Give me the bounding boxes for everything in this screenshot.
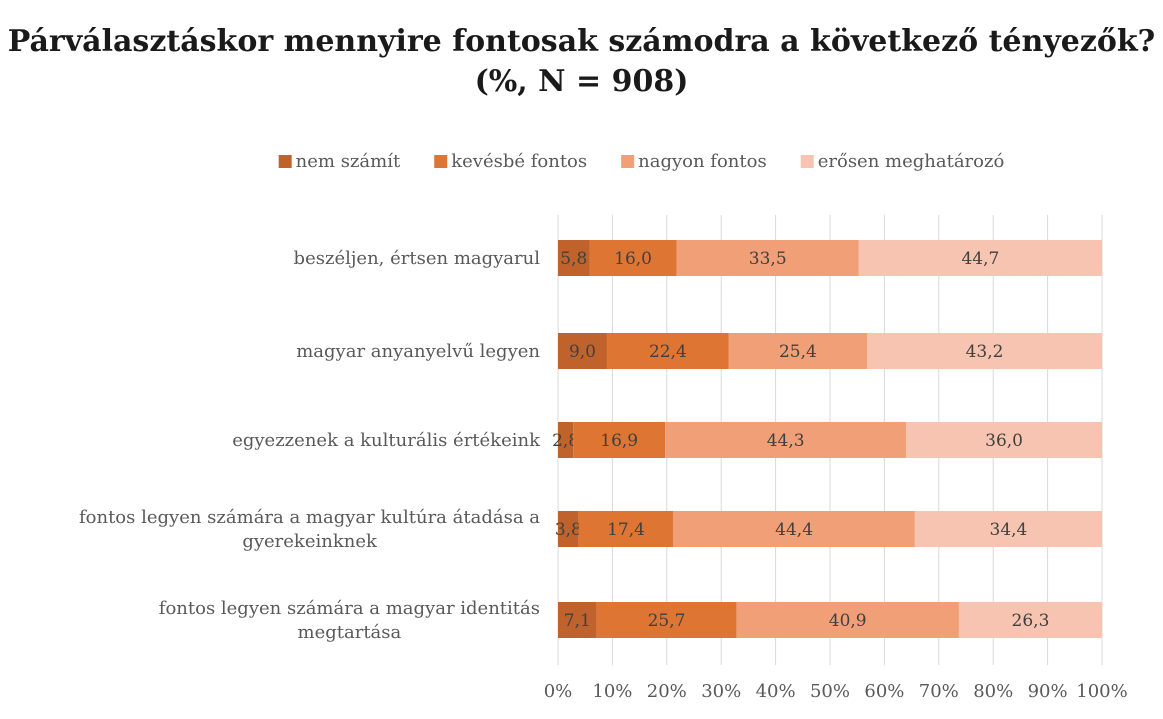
legend-label: erősen meghatározó xyxy=(818,151,1005,172)
bar-segment xyxy=(589,240,677,276)
bar-segment xyxy=(578,511,674,547)
data-label: 33,5 xyxy=(749,249,787,269)
x-tick-label: 100% xyxy=(1076,681,1127,702)
x-tick-label: 70% xyxy=(919,681,959,702)
data-label: 25,4 xyxy=(779,342,817,362)
x-tick-label: 80% xyxy=(973,681,1013,702)
category-label: megtartása xyxy=(298,622,402,643)
legend-swatch xyxy=(800,155,814,168)
bar-segment xyxy=(665,422,907,458)
data-label: 16,9 xyxy=(600,431,638,451)
bar-segment xyxy=(958,602,1102,638)
legend-swatch xyxy=(621,155,635,168)
data-label: 44,7 xyxy=(961,249,999,269)
x-tick-label: 40% xyxy=(756,681,796,702)
category-label: beszéljen, értsen magyarul xyxy=(294,248,541,269)
data-label: 44,3 xyxy=(767,431,805,451)
data-label: 16,0 xyxy=(614,249,652,269)
legend-item: erősen meghatározó xyxy=(800,151,1005,172)
legend-swatch xyxy=(278,155,292,168)
data-label: 34,4 xyxy=(990,520,1028,540)
category-label: fontos legyen számára a magyar identitás xyxy=(159,598,540,619)
data-label: 7,1 xyxy=(564,611,591,631)
legend-item: kevésbé fontos xyxy=(434,151,587,172)
chart-subtitle: (%, N = 908) xyxy=(474,64,689,99)
category-label: egyezzenek a kulturális értékeink xyxy=(232,430,541,451)
bar-segment xyxy=(858,240,1102,276)
legend-item: nagyon fontos xyxy=(621,151,767,172)
data-label: 26,3 xyxy=(1012,611,1050,631)
data-label: 36,0 xyxy=(985,431,1023,451)
bar-segment xyxy=(606,333,729,369)
category-label: gyerekeinknek xyxy=(242,531,378,552)
x-tick-label: 10% xyxy=(592,681,632,702)
bar-segment xyxy=(558,511,579,547)
x-tick-label: 20% xyxy=(647,681,687,702)
x-tick-label: 90% xyxy=(1028,681,1068,702)
bar-segment xyxy=(558,240,590,276)
bar-segment xyxy=(736,602,959,638)
bar-segment xyxy=(596,602,737,638)
data-label: 2,8 xyxy=(552,431,579,451)
bar-segment xyxy=(906,422,1102,458)
data-label: 25,7 xyxy=(648,611,686,631)
data-label: 22,4 xyxy=(649,342,687,362)
x-tick-label: 30% xyxy=(701,681,741,702)
bar-segment xyxy=(866,333,1102,369)
data-label: 43,2 xyxy=(966,342,1004,362)
legend-label: nagyon fontos xyxy=(638,151,767,172)
bar-segment xyxy=(558,602,597,638)
bar-segment xyxy=(558,422,574,458)
category-label: magyar anyanyelvű legyen xyxy=(296,341,540,362)
bar-segment xyxy=(558,333,607,369)
chart-title: Párválasztáskor mennyire fontosak számod… xyxy=(7,24,1156,59)
bar-segment xyxy=(914,511,1102,547)
bar-segment xyxy=(573,422,666,458)
x-tick-label: 50% xyxy=(810,681,850,702)
data-label: 17,4 xyxy=(607,520,645,540)
bar-segment xyxy=(673,511,915,547)
legend-swatch xyxy=(434,155,448,168)
data-label: 40,9 xyxy=(829,611,867,631)
category-label: fontos legyen számára a magyar kultúra á… xyxy=(79,507,540,528)
data-label: 9,0 xyxy=(569,342,596,362)
legend-label: nem számít xyxy=(296,151,401,172)
x-tick-label: 0% xyxy=(544,681,573,702)
x-tick-label: 60% xyxy=(864,681,904,702)
legend-item: nem számít xyxy=(278,151,401,172)
data-label: 3,8 xyxy=(555,520,582,540)
bar-segment xyxy=(728,333,867,369)
data-label: 44,4 xyxy=(775,520,813,540)
legend-label: kevésbé fontos xyxy=(451,151,587,172)
data-label: 5,8 xyxy=(560,249,587,269)
bar-segment xyxy=(676,240,859,276)
